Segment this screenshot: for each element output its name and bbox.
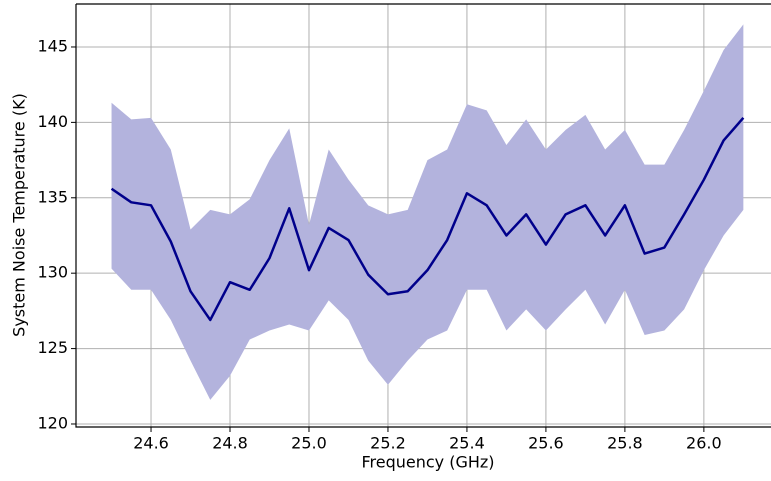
x-tick-label: 25.4 bbox=[449, 434, 485, 453]
y-tick-label: 130 bbox=[37, 263, 68, 282]
y-tick-label: 125 bbox=[37, 338, 68, 357]
x-tick-label: 25.2 bbox=[370, 434, 406, 453]
x-tick-label: 26.0 bbox=[686, 434, 722, 453]
y-tick-label: 120 bbox=[37, 413, 68, 432]
x-tick-label: 25.0 bbox=[291, 434, 327, 453]
y-tick-label: 135 bbox=[37, 187, 68, 206]
x-tick-label: 25.6 bbox=[528, 434, 564, 453]
confidence-band bbox=[111, 24, 744, 400]
x-tick-label: 24.6 bbox=[133, 434, 169, 453]
axes-frame bbox=[75, 4, 771, 428]
x-tick-label: 24.8 bbox=[212, 434, 248, 453]
y-tick-label: 145 bbox=[37, 36, 68, 55]
y-tick-label: 140 bbox=[37, 112, 68, 131]
x-axis-label: Frequency (GHz) bbox=[361, 453, 494, 472]
x-tick-label: 25.8 bbox=[607, 434, 643, 453]
y-axis-label: System Noise Temperature (K) bbox=[10, 93, 29, 337]
mean-line bbox=[110, 117, 745, 322]
